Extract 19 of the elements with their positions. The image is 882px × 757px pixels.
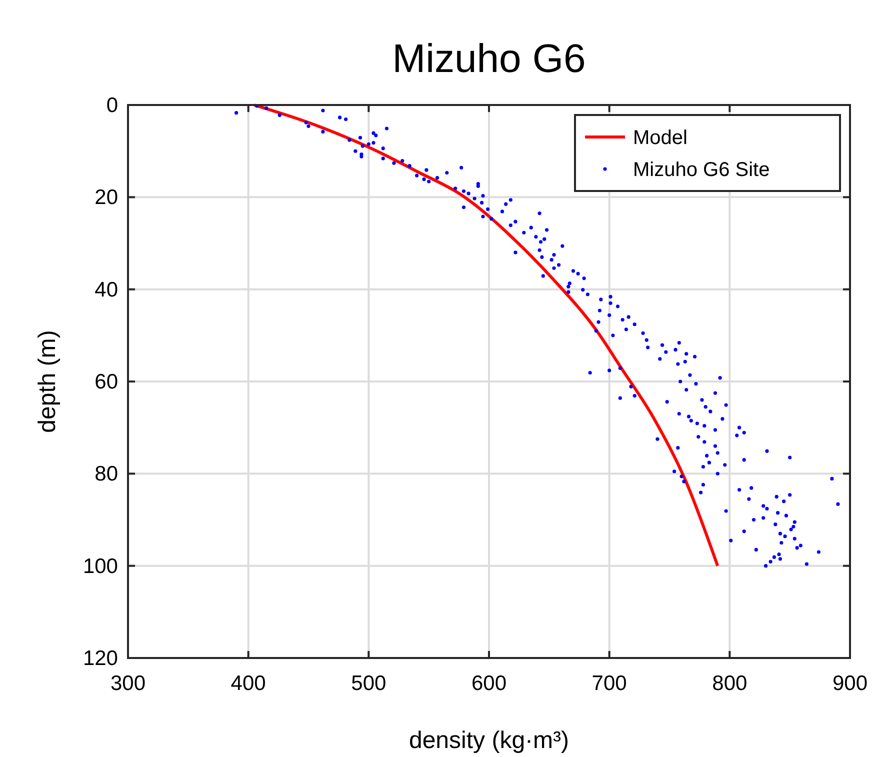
y-tick-label: 100 <box>82 554 118 578</box>
y-tick-label: 0 <box>106 94 118 117</box>
y-tick-label: 120 <box>82 647 118 670</box>
x-axis-title: density (kg·m³) <box>408 727 570 754</box>
y-tick-label: 60 <box>94 370 118 394</box>
x-tick-label: 500 <box>351 672 386 695</box>
y-tick-label: 80 <box>94 462 118 486</box>
y-tick-label: 20 <box>94 186 118 210</box>
x-tick-label: 700 <box>592 672 627 695</box>
x-tick-label: 600 <box>471 672 507 695</box>
y-tick-label: 40 <box>94 278 118 302</box>
x-tick-label: 900 <box>832 672 868 695</box>
x-tick-label: 300 <box>110 672 146 695</box>
x-tick-label: 800 <box>712 672 748 695</box>
chart-title: Mizuho G6 <box>392 37 586 81</box>
legend-label: Mizuho G6 Site <box>633 159 770 181</box>
legend-label: Model <box>633 127 688 149</box>
x-tick-label: 400 <box>230 672 266 695</box>
y-axis-title: depth (m) <box>34 330 61 433</box>
